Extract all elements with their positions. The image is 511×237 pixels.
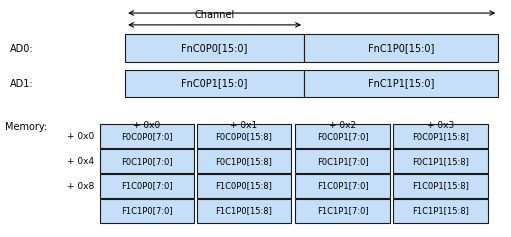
Bar bbox=[125, 70, 304, 97]
Text: F1C1P0[15:8]: F1C1P0[15:8] bbox=[216, 206, 272, 215]
Bar bbox=[100, 174, 194, 198]
Text: + 0x3: + 0x3 bbox=[427, 121, 454, 130]
Text: F0C1P1[15:8]: F0C1P1[15:8] bbox=[412, 157, 469, 166]
Text: F0C0P0[15:8]: F0C0P0[15:8] bbox=[216, 132, 272, 141]
Text: F1C0P1[7:0]: F1C0P1[7:0] bbox=[317, 182, 368, 191]
Bar bbox=[393, 174, 488, 198]
Bar bbox=[100, 124, 194, 148]
Bar bbox=[197, 149, 291, 173]
Bar bbox=[100, 199, 194, 223]
Bar bbox=[393, 199, 488, 223]
Text: AD0:: AD0: bbox=[10, 44, 34, 54]
Text: Memory:: Memory: bbox=[5, 122, 47, 132]
Text: + 0x1: + 0x1 bbox=[230, 121, 258, 130]
Text: F0C1P0[15:8]: F0C1P0[15:8] bbox=[216, 157, 272, 166]
Bar bbox=[304, 34, 498, 62]
Text: F0C0P1[15:8]: F0C0P1[15:8] bbox=[412, 132, 469, 141]
Text: F0C1P1[7:0]: F0C1P1[7:0] bbox=[317, 157, 368, 166]
Text: F1C1P1[7:0]: F1C1P1[7:0] bbox=[317, 206, 368, 215]
Text: + 0x0: + 0x0 bbox=[133, 121, 160, 130]
Text: F1C0P0[7:0]: F1C0P0[7:0] bbox=[121, 182, 173, 191]
Text: F1C0P1[15:8]: F1C0P1[15:8] bbox=[412, 182, 469, 191]
Bar bbox=[393, 149, 488, 173]
Bar bbox=[295, 124, 390, 148]
Bar bbox=[295, 149, 390, 173]
Bar bbox=[197, 199, 291, 223]
Text: F1C0P0[15:8]: F1C0P0[15:8] bbox=[216, 182, 272, 191]
Text: + 0x4: + 0x4 bbox=[67, 157, 95, 166]
Bar bbox=[295, 174, 390, 198]
Text: F0C0P0[7:0]: F0C0P0[7:0] bbox=[121, 132, 173, 141]
Bar bbox=[304, 70, 498, 97]
Bar bbox=[393, 124, 488, 148]
Text: FnC0P1[15:0]: FnC0P1[15:0] bbox=[181, 78, 248, 89]
Text: + 0x2: + 0x2 bbox=[329, 121, 356, 130]
Text: Channel: Channel bbox=[195, 10, 235, 20]
Text: F0C0P1[7:0]: F0C0P1[7:0] bbox=[317, 132, 368, 141]
Bar bbox=[197, 174, 291, 198]
Bar bbox=[125, 34, 304, 62]
Text: + 0x0: + 0x0 bbox=[67, 132, 95, 141]
Text: FnC0P0[15:0]: FnC0P0[15:0] bbox=[181, 43, 248, 53]
Bar bbox=[295, 199, 390, 223]
Text: AD1:: AD1: bbox=[10, 79, 34, 89]
Text: F1C1P0[7:0]: F1C1P0[7:0] bbox=[121, 206, 173, 215]
Bar bbox=[100, 149, 194, 173]
Text: FnC1P0[15:0]: FnC1P0[15:0] bbox=[368, 43, 434, 53]
Text: F1C1P1[15:8]: F1C1P1[15:8] bbox=[412, 206, 469, 215]
Text: F0C1P0[7:0]: F0C1P0[7:0] bbox=[121, 157, 173, 166]
Text: FnC1P1[15:0]: FnC1P1[15:0] bbox=[368, 78, 434, 89]
Text: + 0x8: + 0x8 bbox=[67, 182, 95, 191]
Bar bbox=[197, 124, 291, 148]
